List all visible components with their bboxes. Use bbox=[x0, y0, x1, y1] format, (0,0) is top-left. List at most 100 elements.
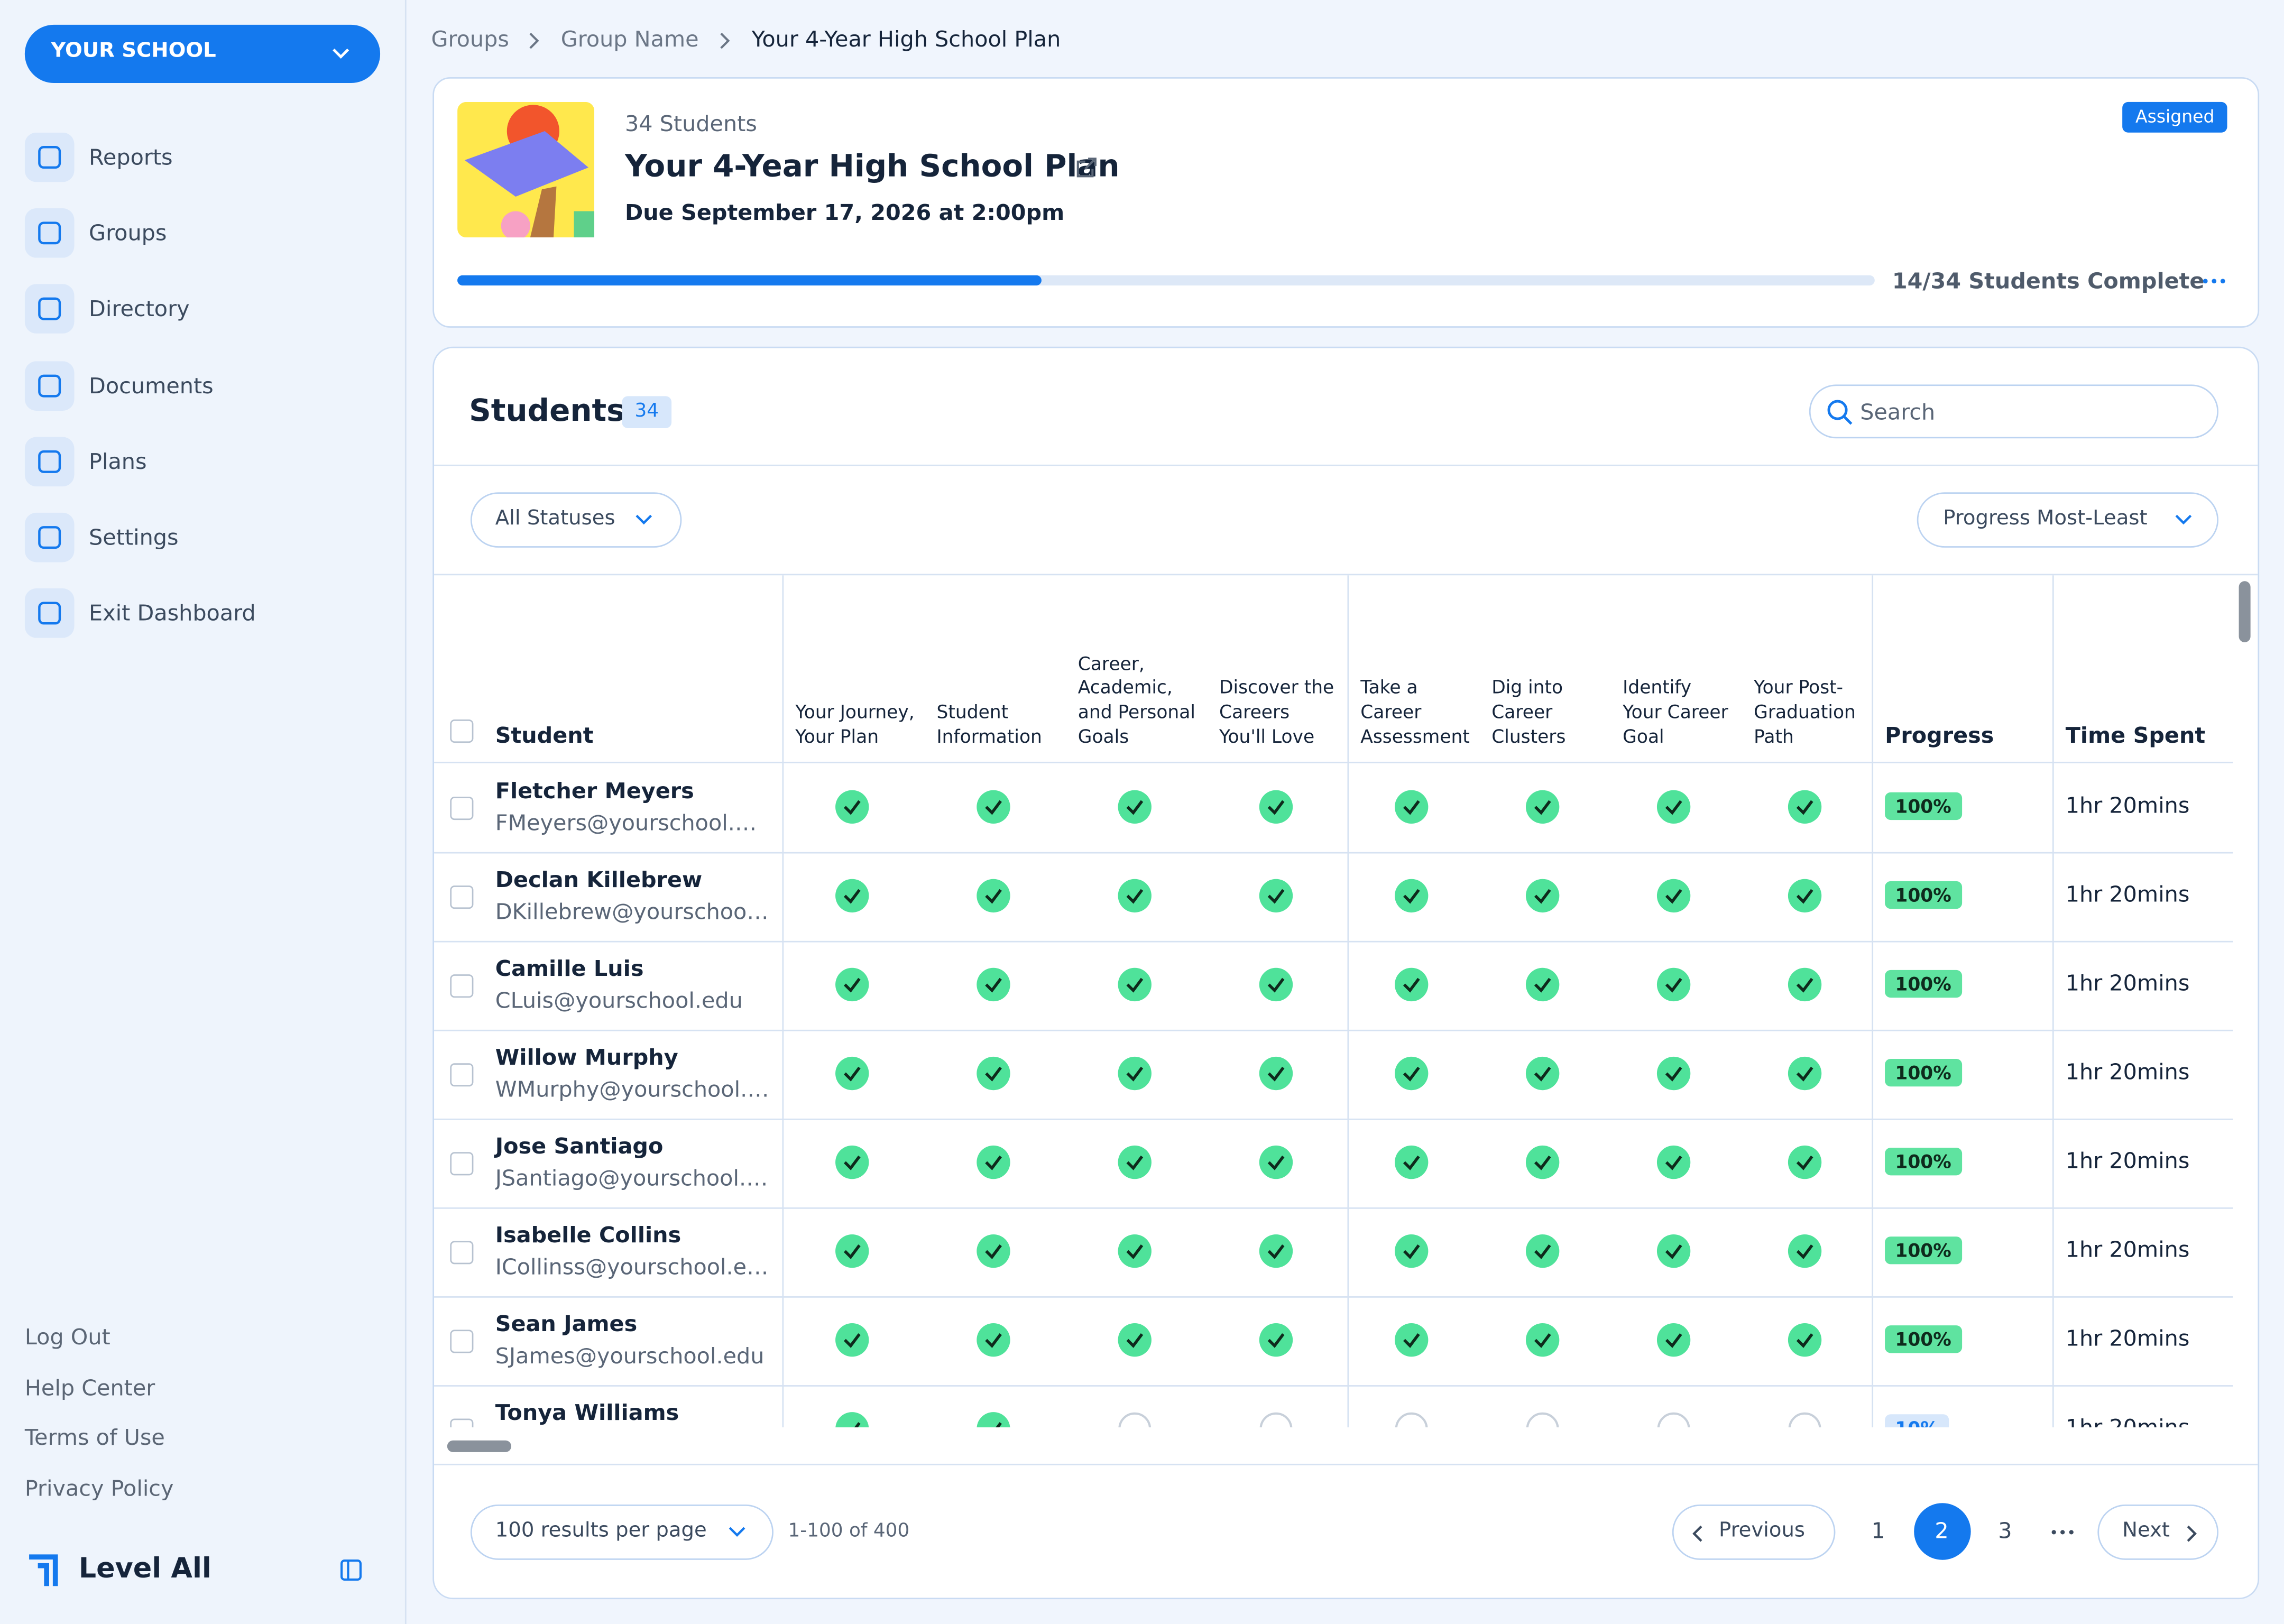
breadcrumb-item[interactable]: Group Name bbox=[560, 26, 699, 53]
nav-item[interactable]: Exit Dashboard bbox=[24, 588, 374, 639]
checkbox[interactable] bbox=[450, 1152, 474, 1176]
step-complete bbox=[834, 790, 869, 824]
check-bg bbox=[1395, 1056, 1429, 1091]
more-menu[interactable] bbox=[2203, 276, 2226, 285]
chevron bbox=[720, 32, 730, 49]
check bbox=[1665, 1333, 1682, 1348]
check bbox=[1126, 1333, 1143, 1348]
check-bg bbox=[1525, 1323, 1560, 1357]
step-incomplete bbox=[1395, 1412, 1428, 1427]
checkbox[interactable] bbox=[450, 885, 474, 909]
check-bg bbox=[834, 1323, 869, 1357]
nav-icon bbox=[24, 361, 75, 410]
previous-button[interactable]: Previous bbox=[1672, 1505, 1836, 1560]
check-bg bbox=[1395, 879, 1429, 913]
checkbox[interactable] bbox=[450, 719, 474, 743]
h-scrollbar[interactable] bbox=[447, 1440, 512, 1452]
school-name: YOUR SCHOOL bbox=[51, 39, 216, 63]
check-bg bbox=[834, 1234, 869, 1268]
check bbox=[1126, 977, 1143, 993]
checkbox[interactable] bbox=[450, 1330, 474, 1353]
footer-link[interactable]: Help Center bbox=[24, 1374, 155, 1401]
student-name: Willow Murphy bbox=[495, 1044, 678, 1071]
check bbox=[1403, 1244, 1420, 1259]
footer-link[interactable]: Terms of Use bbox=[24, 1425, 165, 1452]
check bbox=[1126, 889, 1143, 904]
check-bg bbox=[975, 1056, 1010, 1091]
status-badge: Assigned bbox=[2122, 102, 2228, 133]
nav-label: Exit Dashboard bbox=[89, 600, 256, 627]
sort-select[interactable]: Progress Most-Least bbox=[1917, 492, 2219, 548]
column-divider bbox=[1347, 575, 1349, 1427]
checkbox[interactable] bbox=[450, 1241, 474, 1265]
check-bg bbox=[1656, 1323, 1691, 1357]
step-complete bbox=[1117, 1056, 1151, 1091]
nav-label: Plans bbox=[89, 448, 147, 475]
page-button[interactable]: 3 bbox=[1998, 1517, 2012, 1544]
check-bg bbox=[1656, 879, 1691, 913]
student-email: DKillebrew@yourschool.edu bbox=[495, 898, 769, 925]
icon-glyph bbox=[38, 450, 61, 473]
checkbox[interactable] bbox=[450, 1063, 474, 1087]
check-bg bbox=[975, 967, 1010, 1002]
checkbox[interactable] bbox=[450, 974, 474, 998]
check-bg bbox=[1117, 1145, 1151, 1179]
step-complete bbox=[1656, 1145, 1691, 1179]
empty-ring bbox=[1526, 1412, 1559, 1427]
student-name: Tonya Williams bbox=[495, 1399, 679, 1426]
check-bg bbox=[975, 790, 1010, 824]
nav-icon bbox=[24, 512, 75, 562]
nav-item[interactable]: Reports bbox=[24, 132, 374, 182]
sort-label: Progress Most-Least bbox=[1943, 506, 2148, 530]
checkbox[interactable] bbox=[450, 1418, 474, 1427]
collapse[interactable] bbox=[339, 1558, 363, 1582]
check-bg bbox=[1258, 967, 1292, 1002]
page-button[interactable]: 1 bbox=[1871, 1517, 1885, 1544]
time-spent: 1hr 20mins bbox=[2065, 970, 2190, 996]
footer-link[interactable]: Privacy Policy bbox=[24, 1475, 174, 1502]
students-title: Students bbox=[469, 393, 625, 428]
progress-badge: 100% bbox=[1885, 1325, 1962, 1353]
nav-item[interactable]: Plans bbox=[24, 436, 374, 486]
check bbox=[1267, 1244, 1284, 1259]
chevron bbox=[729, 1527, 745, 1537]
step-complete bbox=[975, 967, 1010, 1002]
step-complete bbox=[1656, 879, 1691, 913]
page-button[interactable]: 2 bbox=[1913, 1503, 1970, 1560]
check bbox=[1126, 1244, 1143, 1259]
column-header: Career, Academic, and Personal Goals bbox=[1077, 651, 1195, 748]
per-page-select[interactable]: 100 results per page bbox=[470, 1505, 773, 1560]
chevron bbox=[2187, 1525, 2197, 1542]
check-bg bbox=[1117, 1323, 1151, 1357]
progress-badge: 100% bbox=[1885, 1058, 1962, 1087]
v-scrollbar[interactable] bbox=[2239, 581, 2251, 642]
chevron bbox=[2175, 514, 2192, 525]
nav-item[interactable]: Groups bbox=[24, 208, 374, 259]
step-complete bbox=[1117, 967, 1151, 1002]
search-box[interactable]: Search bbox=[1809, 384, 2219, 439]
breadcrumb-item[interactable]: Groups bbox=[431, 26, 509, 53]
check-bg bbox=[1117, 879, 1151, 913]
search-placeholder: Search bbox=[1860, 399, 1936, 426]
nav-label: Groups bbox=[89, 220, 167, 247]
check bbox=[1796, 977, 1813, 993]
checkbox[interactable] bbox=[450, 797, 474, 820]
check bbox=[843, 1066, 860, 1082]
nav-item[interactable]: Documents bbox=[24, 361, 374, 410]
status-filter[interactable]: All Statuses bbox=[470, 492, 682, 548]
step-incomplete bbox=[1117, 1412, 1150, 1427]
step-complete bbox=[1117, 1145, 1151, 1179]
nav-item[interactable]: Settings bbox=[24, 512, 374, 562]
check-bg bbox=[1656, 1145, 1691, 1179]
footer-link[interactable]: Log Out bbox=[24, 1324, 110, 1350]
next-button[interactable]: Next bbox=[2097, 1505, 2219, 1560]
table-row: Jose Santiago JSantiago@yourschool.edu 100… bbox=[434, 1119, 2233, 1209]
external-link[interactable] bbox=[1075, 156, 1098, 179]
nav-item[interactable]: Directory bbox=[24, 284, 374, 334]
ellipsis bbox=[2051, 1530, 2074, 1535]
column-divider bbox=[782, 575, 784, 1427]
school-select[interactable]: YOUR SCHOOL bbox=[24, 24, 381, 84]
column-header: Your Post-Graduation Path bbox=[1754, 676, 1856, 748]
step-complete bbox=[834, 1323, 869, 1357]
step-complete bbox=[1525, 1323, 1560, 1357]
